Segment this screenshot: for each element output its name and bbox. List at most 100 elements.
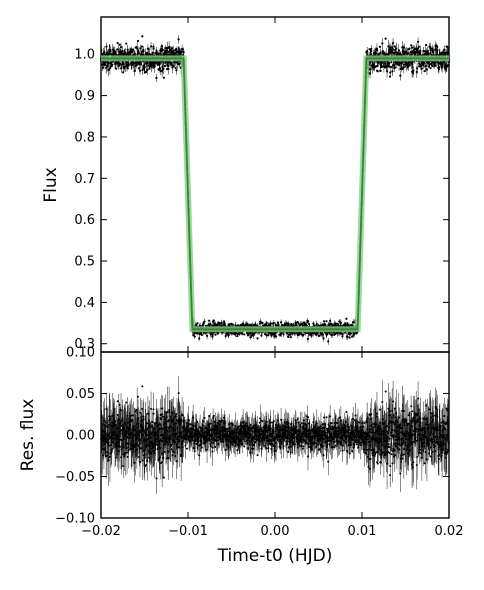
- flux-point: [260, 334, 262, 336]
- flux-point: [206, 335, 208, 337]
- flux-point: [341, 335, 343, 337]
- flux-point: [155, 77, 157, 79]
- residual-point: [275, 442, 277, 444]
- flux-point: [401, 68, 403, 70]
- residual-point: [209, 423, 211, 425]
- residual-point: [139, 429, 141, 431]
- residual-point: [193, 447, 195, 449]
- flux-point: [139, 69, 141, 71]
- flux-point: [307, 320, 309, 322]
- flux-point: [377, 70, 379, 72]
- flux-point: [322, 333, 324, 335]
- residual-point: [266, 421, 268, 423]
- flux-point: [141, 45, 143, 47]
- flux-point: [209, 323, 211, 325]
- flux-point: [426, 68, 428, 70]
- flux-point: [266, 322, 268, 324]
- residual-point: [109, 416, 111, 418]
- flux-point: [394, 45, 396, 47]
- flux-point: [385, 38, 387, 40]
- residual-point: [108, 459, 110, 461]
- flux-point: [202, 324, 204, 326]
- flux-point: [412, 70, 414, 72]
- flux-point: [394, 66, 396, 68]
- residual-point: [247, 442, 249, 444]
- flux-point: [412, 72, 414, 74]
- flux-point: [150, 45, 152, 47]
- flux-point: [331, 334, 333, 336]
- flux-point: [280, 321, 282, 323]
- flux-point: [386, 70, 388, 72]
- residual-point: [137, 396, 139, 398]
- residual-point: [278, 424, 280, 426]
- residual-point: [206, 449, 208, 451]
- residual-point: [242, 438, 244, 440]
- residual-point: [243, 445, 245, 447]
- flux-point: [283, 333, 285, 335]
- flux-point: [441, 64, 443, 66]
- residual-point: [265, 427, 267, 429]
- flux-point: [287, 336, 289, 338]
- residual-point: [236, 432, 238, 434]
- residual-point: [175, 460, 177, 462]
- flux-point: [302, 333, 304, 335]
- flux-point: [122, 71, 124, 73]
- flux-point: [397, 51, 399, 53]
- flux-point: [316, 323, 318, 325]
- residual-point: [146, 428, 148, 430]
- flux-point: [434, 62, 436, 64]
- flux-point: [221, 322, 223, 324]
- flux-point: [211, 334, 213, 336]
- residual-point: [272, 443, 274, 445]
- residual-point: [162, 416, 164, 418]
- top-data-points: [100, 35, 450, 345]
- residual-point: [272, 432, 274, 434]
- residual-point: [122, 465, 124, 467]
- residual-point: [196, 421, 198, 423]
- residual-point: [236, 449, 238, 451]
- flux-point: [146, 69, 148, 71]
- flux-point: [366, 50, 368, 52]
- residual-point: [150, 408, 152, 410]
- flux-point: [307, 338, 309, 340]
- flux-point: [416, 67, 418, 69]
- flux-point: [447, 64, 449, 66]
- residual-point: [204, 417, 206, 419]
- flux-point: [137, 52, 139, 54]
- flux-point: [383, 52, 385, 54]
- residual-point: [167, 411, 169, 413]
- residual-point: [232, 444, 234, 446]
- flux-point: [408, 47, 410, 49]
- flux-point: [213, 319, 215, 321]
- flux-point: [447, 51, 449, 53]
- residual-point: [139, 412, 141, 414]
- flux-point: [403, 64, 405, 66]
- flux-point: [425, 44, 427, 46]
- residual-point: [105, 408, 107, 410]
- residual-point: [103, 420, 105, 422]
- flux-point: [288, 323, 290, 325]
- flux-point: [183, 51, 185, 53]
- flux-point: [198, 337, 200, 339]
- flux-point: [103, 51, 105, 53]
- residual-point: [273, 420, 275, 422]
- residual-point: [139, 461, 141, 463]
- flux-point: [162, 49, 164, 51]
- flux-point: [105, 46, 107, 48]
- flux-point: [346, 336, 348, 338]
- flux-point: [128, 64, 130, 66]
- flux-point: [100, 49, 102, 51]
- residual-point: [161, 413, 163, 415]
- residual-point: [142, 418, 144, 420]
- flux-point: [161, 69, 163, 71]
- flux-point: [393, 64, 395, 66]
- residual-point: [188, 419, 190, 421]
- flux-point: [286, 332, 288, 334]
- flux-point: [395, 47, 397, 49]
- residual-point: [107, 426, 109, 428]
- flux-point: [322, 337, 324, 339]
- residual-point: [172, 454, 174, 456]
- flux-point: [120, 67, 122, 69]
- flux-point: [392, 42, 394, 44]
